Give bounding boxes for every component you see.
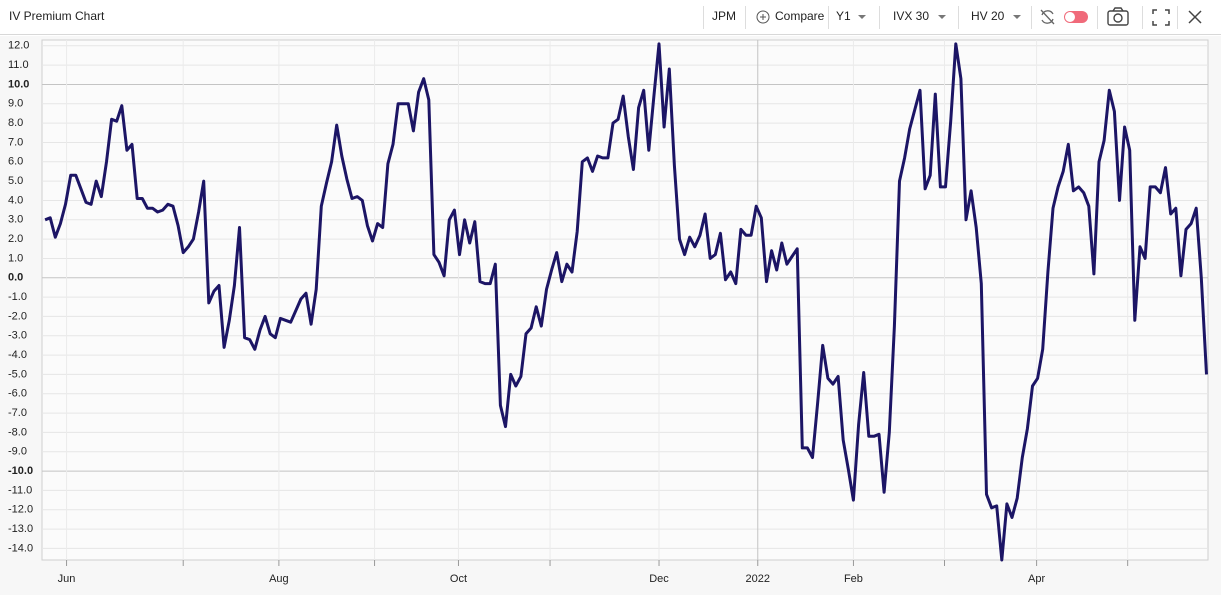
- separators: [703, 6, 1178, 29]
- y-tick-label: 4.0: [8, 194, 23, 206]
- y-tick-label: -2.0: [8, 310, 27, 322]
- caret: [938, 15, 946, 19]
- y-tick-label: -7.0: [8, 407, 27, 419]
- x-tick-label: Aug: [269, 573, 289, 585]
- symbol-button[interactable]: JPM: [712, 9, 736, 23]
- y-tick-label: 0.0: [8, 272, 23, 284]
- x-tick-label: Oct: [450, 573, 467, 585]
- plot-area: [41, 39, 1209, 561]
- toggle[interactable]: [1064, 11, 1088, 23]
- y-tick-label: -9.0: [8, 446, 27, 458]
- y-tick-label: -4.0: [8, 349, 27, 361]
- y-tick-label: -14.0: [8, 542, 33, 554]
- y-tick-label: 10.0: [8, 78, 29, 90]
- y-tick-label: 6.0: [8, 156, 23, 168]
- compare-button[interactable]: Compare: [756, 9, 825, 24]
- y-tick-label: -3.0: [8, 330, 27, 342]
- toolbar: IV Premium Chart JPM Compare Y1 IVX 30 H…: [0, 6, 1221, 35]
- close-icon[interactable]: [1188, 10, 1202, 24]
- fullscreen-icon[interactable]: [1152, 9, 1170, 26]
- y-tick-label: -1.0: [8, 291, 27, 303]
- y-tick-label: 3.0: [8, 214, 23, 226]
- y-tick-label: -8.0: [8, 426, 27, 438]
- camera-icon[interactable]: [1107, 7, 1129, 26]
- series-line: [44, 42, 1208, 562]
- y-tick-label: 7.0: [8, 136, 23, 148]
- hv-select[interactable]: HV 20: [971, 9, 1005, 23]
- period-select[interactable]: Y1: [836, 9, 851, 23]
- x-tick-label: Feb: [844, 573, 863, 585]
- y-tick-label: 5.0: [8, 175, 23, 187]
- iv-select[interactable]: IVX 30: [893, 9, 929, 23]
- chart-title: IV Premium Chart: [9, 9, 105, 23]
- y-tick-label: 2.0: [8, 233, 23, 245]
- y-tick-label: 12.0: [8, 40, 29, 52]
- grid: [42, 40, 1208, 566]
- x-tick-label: Jun: [58, 573, 76, 585]
- y-tick-label: 8.0: [8, 117, 23, 129]
- y-tick-label: -10.0: [8, 465, 33, 477]
- caret: [858, 15, 866, 19]
- y-tick-label: -11.0: [8, 484, 32, 496]
- y-tick-label: 1.0: [8, 252, 23, 264]
- y-tick-label: 11.0: [8, 59, 29, 71]
- y-tick-label: 9.0: [8, 98, 23, 110]
- x-tick-label: Apr: [1028, 573, 1045, 585]
- compare-label: Compare: [775, 9, 825, 23]
- series: [44, 42, 1208, 562]
- y-tick-label: -6.0: [8, 388, 27, 400]
- y-tick-label: -12.0: [8, 504, 33, 516]
- refresh-icon[interactable]: [1040, 9, 1055, 25]
- axis-labels: 12.0 11.0 10.0 9.0 8.0 7.0 6.0 5.0 4.0 3.0 2.0 1.0 0…: [8, 40, 1045, 585]
- x-tick-label: 2022: [746, 573, 770, 585]
- y-tick-label: -5.0: [8, 368, 27, 380]
- y-tick-label: -13.0: [8, 523, 33, 535]
- caret: [1013, 15, 1021, 19]
- x-tick-label: Dec: [649, 573, 669, 585]
